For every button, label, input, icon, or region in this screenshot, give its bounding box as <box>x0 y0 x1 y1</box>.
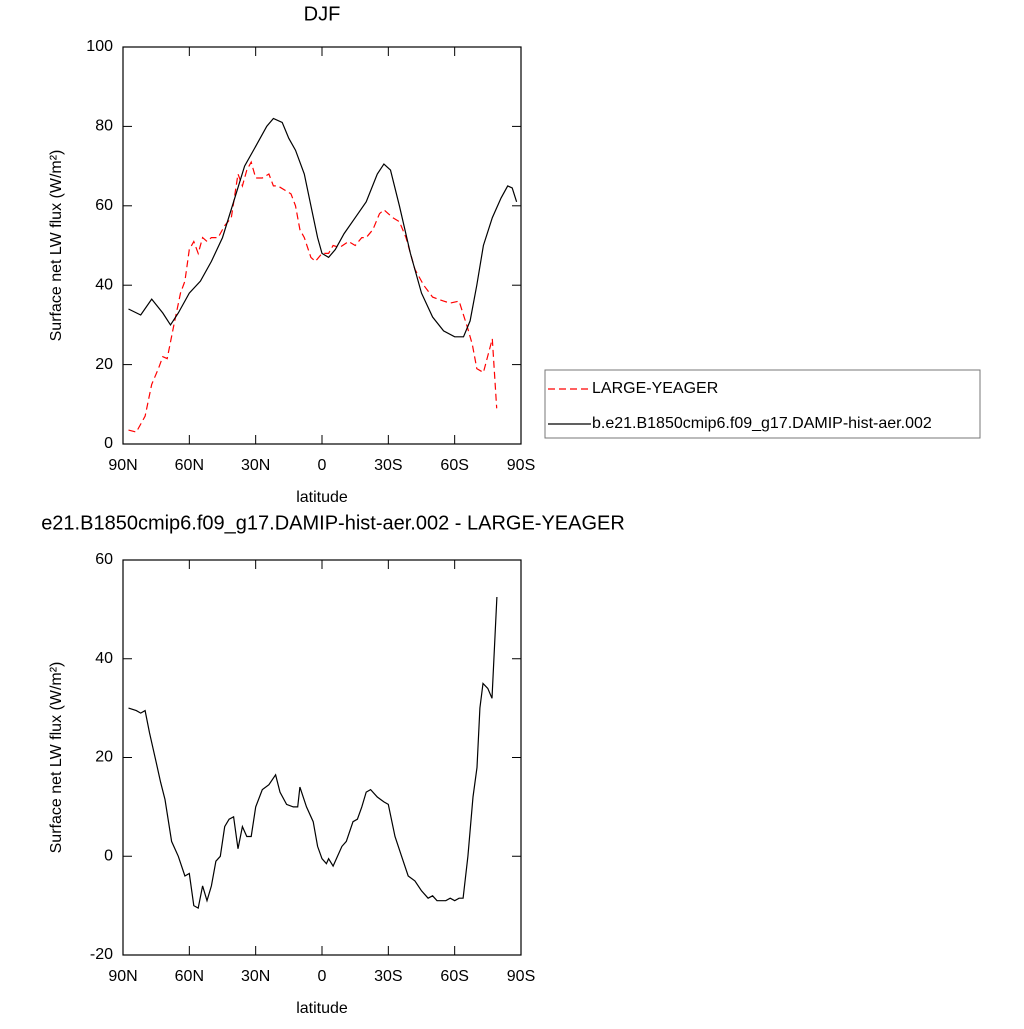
chart-title: e21.B1850cmip6.f09_g17.DAMIP-hist-aer.00… <box>41 512 625 534</box>
x-axis-label: latitude <box>296 1000 348 1017</box>
y-axis-label: Surface net LW flux (W/m²) <box>48 662 65 854</box>
y-tick-label: 40 <box>95 276 113 293</box>
x-axis-label: latitude <box>296 489 348 506</box>
x-tick-label: 0 <box>318 457 327 474</box>
y-tick-label: 20 <box>95 749 113 766</box>
x-tick-label: 90N <box>108 457 137 474</box>
plot-frame <box>122 559 522 956</box>
x-tick-label: 90S <box>507 457 535 474</box>
data-line <box>128 117 518 338</box>
legend-box <box>544 369 981 439</box>
x-tick-label: 30N <box>241 457 270 474</box>
y-tick-label: -20 <box>90 946 113 963</box>
y-tick-label: 20 <box>95 356 113 373</box>
data-line <box>128 160 498 433</box>
x-tick-label: 30S <box>374 968 402 985</box>
x-tick-label: 90N <box>108 968 137 985</box>
y-tick-label: 40 <box>95 650 113 667</box>
x-tick-label: 30S <box>374 457 402 474</box>
x-tick-label: 90S <box>507 968 535 985</box>
x-tick-label: 0 <box>318 968 327 985</box>
x-tick-label: 60N <box>175 968 204 985</box>
y-tick-label: 80 <box>95 118 113 135</box>
legend-label: LARGE-YEAGER <box>592 380 718 397</box>
x-tick-label: 60N <box>175 457 204 474</box>
x-tick-label: 60S <box>440 457 468 474</box>
y-tick-label: 60 <box>95 197 113 214</box>
plot-frame <box>122 46 522 445</box>
x-tick-label: 30N <box>241 968 270 985</box>
y-tick-label: 100 <box>86 38 113 55</box>
y-tick-label: 0 <box>104 435 113 452</box>
legend-label: b.e21.B1850cmip6.f09_g17.DAMIP-hist-aer.… <box>592 415 932 432</box>
y-tick-label: 60 <box>95 551 113 568</box>
chart-title: DJF <box>304 3 341 25</box>
y-axis-label: Surface net LW flux (W/m²) <box>48 150 65 342</box>
x-tick-label: 60S <box>440 968 468 985</box>
data-line <box>128 596 498 910</box>
y-tick-label: 0 <box>104 847 113 864</box>
